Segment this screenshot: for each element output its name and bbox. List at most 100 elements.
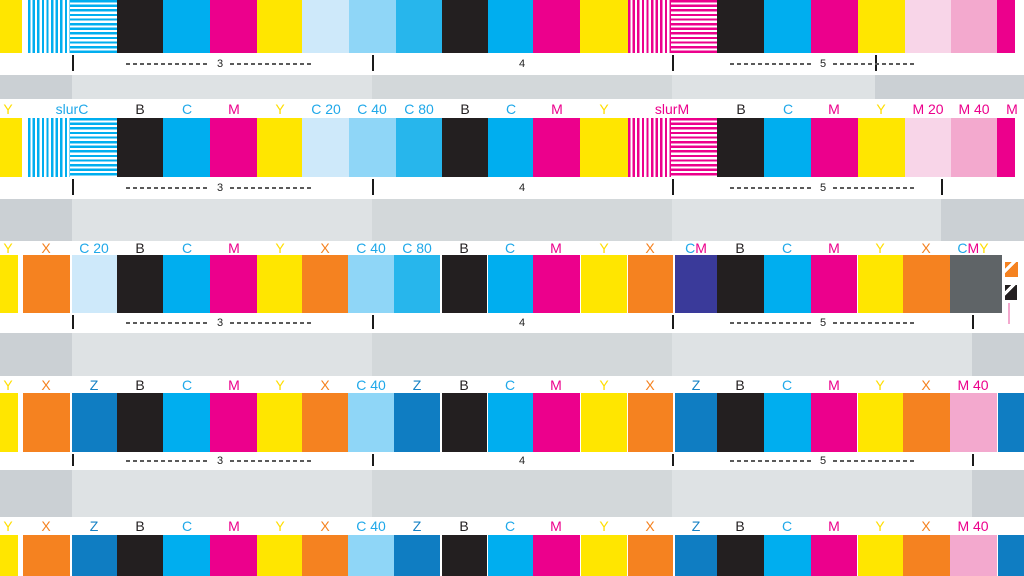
ruler-tick (372, 315, 374, 329)
strip-4-patch-band (0, 393, 1024, 452)
patch-B (117, 118, 163, 177)
patch-label-text: X (41, 518, 51, 534)
ruler-dash-line (230, 63, 314, 65)
patch-label: B (135, 241, 144, 255)
patch-label: C (505, 376, 515, 393)
patch-X (302, 535, 348, 576)
patch-slurC_h (70, 0, 117, 53)
patch-label-text: C (504, 376, 516, 393)
patch-label: Y (3, 376, 12, 393)
patch-C40 (349, 118, 396, 177)
patch-label: B (135, 517, 144, 535)
strip-3-patch-band (0, 255, 1024, 313)
patch-X (23, 535, 70, 576)
patch-label: C 40 (356, 241, 386, 255)
patch-label-text: Y (275, 240, 285, 256)
patch-C40 (348, 393, 394, 452)
patch-label: Y (275, 376, 284, 393)
patch-label-text: C (181, 100, 193, 117)
patch-label-text: Y (599, 100, 609, 117)
patch-label-text: B (135, 240, 145, 256)
patch-C (488, 393, 533, 452)
patch-Y (0, 393, 18, 452)
strip-3-spacer-band (0, 333, 1024, 376)
spacer-block (672, 199, 941, 241)
patch-label-text: B (459, 518, 469, 534)
spacer-block (672, 470, 972, 517)
patch-label-text: X (320, 240, 330, 256)
patch-label-text: X (41, 240, 51, 256)
patch-label-text: Y (599, 518, 609, 534)
ruler-dash-line (230, 187, 314, 189)
patch-label-text: Y (3, 240, 13, 256)
patch-label: Y (3, 517, 12, 535)
patch-label: M (228, 241, 240, 255)
ruler-segment-number: 4 (518, 181, 526, 194)
patch-label: C (182, 99, 192, 118)
patch-label: Z (90, 376, 99, 393)
strip-4-spacer-band (0, 470, 1024, 517)
patch-label-text: C (181, 240, 193, 256)
patch-label-text: X (41, 376, 51, 393)
patch-label-text: X (921, 376, 931, 393)
patch-label: Z (692, 517, 701, 535)
patch-B (717, 535, 764, 576)
patch-label-text: M (550, 376, 562, 393)
patch-Z (998, 393, 1024, 452)
patch-label-text: C 40 (357, 100, 387, 117)
patch-label-text: M (828, 240, 840, 256)
patch-label-text: B (135, 376, 145, 393)
patch-CMY (950, 255, 1002, 313)
patch-label: X (921, 517, 930, 535)
patch-label: B (459, 241, 468, 255)
patch-label: B (135, 99, 144, 118)
patch-label-text: X (320, 376, 330, 393)
patch-label-text: M (967, 240, 980, 256)
patch-label-text: X (320, 518, 330, 534)
patch-C (488, 0, 533, 53)
ruler-segment: 5 (730, 53, 916, 75)
spacer-block (672, 333, 972, 376)
patch-Y (581, 535, 627, 576)
patch-C (163, 118, 210, 177)
ruler-segment-number: 4 (518, 57, 526, 70)
patch-label: Y (3, 241, 12, 255)
strip-1-ruler-band: 3 4 5 (0, 53, 1024, 75)
patch-label-text: Z (691, 376, 701, 393)
patch-label-text: M 40 (957, 376, 989, 393)
spacer-block (372, 75, 672, 99)
patch-label-text: C (782, 100, 794, 117)
patch-label: Y (275, 99, 284, 118)
patch-label: M 40 (957, 517, 988, 535)
strip-1-patch-band (0, 0, 1024, 53)
patch-slurC_h (70, 118, 117, 177)
patch-label: C (782, 241, 792, 255)
spacer-block (72, 470, 372, 517)
patch-label-text: B (735, 518, 745, 534)
patch-slurM_h (671, 118, 717, 177)
patch-label-text: M (551, 100, 563, 117)
patch-C80 (394, 255, 440, 313)
ruler-tick (72, 179, 74, 195)
strip-5-label-band: Y X Z B C M Y X C 40 Z B C M Y X Z B C M Y X M 40 (0, 517, 1024, 535)
patch-B (717, 118, 764, 177)
ruler-segment: 3 (126, 177, 314, 199)
patch-label: C (782, 376, 792, 393)
spacer-block (372, 333, 672, 376)
spacer-block (941, 199, 1024, 241)
patch-label: C 40 (357, 99, 387, 118)
patch-label: slurC (56, 99, 89, 118)
patch-C40 (348, 255, 394, 313)
patch-Y (257, 255, 302, 313)
patch-label-text: B (460, 100, 470, 117)
spacer-block (72, 75, 372, 99)
patch-label: C (783, 99, 793, 118)
ruler-dash-line (730, 187, 813, 189)
ruler-tick (972, 315, 974, 329)
patch-label-text: C 80 (404, 100, 434, 117)
patch-Y (0, 535, 18, 576)
ruler-segment-number: 5 (819, 454, 827, 467)
patch-label: B (460, 99, 469, 118)
ruler-dash-line (730, 460, 813, 462)
